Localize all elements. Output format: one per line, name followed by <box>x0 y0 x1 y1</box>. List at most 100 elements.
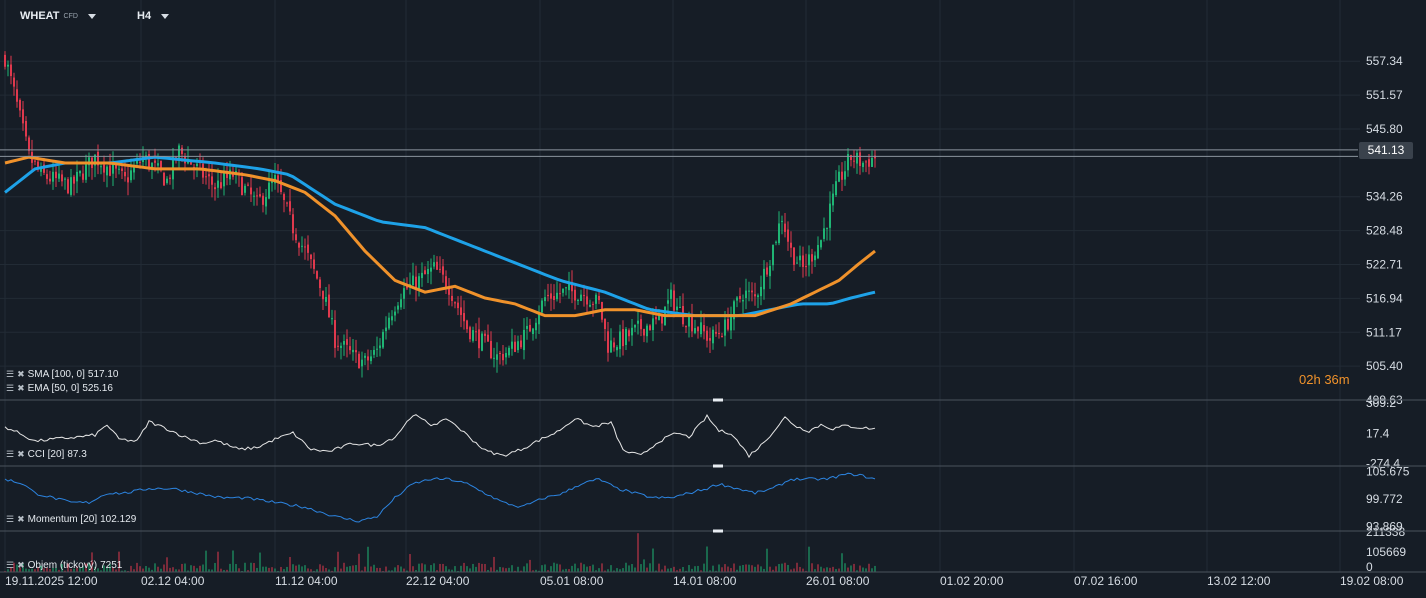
volume-bar <box>91 552 93 572</box>
volume-bar <box>316 569 318 572</box>
volume-bar <box>811 563 813 572</box>
indicator-cci-legend[interactable]: ☰ ✖ CCI [20] 87.3 <box>6 449 87 460</box>
candle-body <box>337 345 339 347</box>
candle-body <box>838 171 840 182</box>
volume-bar <box>847 567 849 572</box>
volume-bar <box>202 564 204 572</box>
volume-bar <box>415 570 417 572</box>
volume-bar <box>259 552 261 572</box>
candle-body <box>817 245 819 259</box>
cci-tick-label: -274.4 <box>1366 456 1400 470</box>
volume-bar <box>70 568 72 572</box>
candle-body <box>730 316 732 331</box>
candle-body <box>484 333 486 336</box>
volume-bar <box>412 566 414 572</box>
volume-bar <box>34 569 36 572</box>
candle-body <box>322 290 324 300</box>
settings-icon[interactable]: ☰ <box>6 514 15 524</box>
volume-bar <box>319 564 321 572</box>
candle-body <box>244 185 246 193</box>
candle-body <box>391 316 393 321</box>
volume-bar <box>301 566 303 572</box>
time-tick-label: 13.02 12:00 <box>1207 574 1271 588</box>
settings-icon[interactable]: ☰ <box>6 383 15 393</box>
candle-body <box>325 296 327 302</box>
candle-body <box>478 329 480 349</box>
candle-body <box>61 174 63 182</box>
countdown-hours-unit: h <box>1313 372 1321 387</box>
volume-bar <box>820 566 822 572</box>
volume-bar <box>796 562 798 572</box>
candle-body <box>298 242 300 248</box>
volume-bar <box>172 567 174 572</box>
volume-bar <box>544 564 546 572</box>
indicator-sma-legend[interactable]: ☰ ✖ SMA [100, 0] 517.10 <box>6 369 118 380</box>
volume-bar <box>709 570 711 572</box>
settings-icon[interactable]: ☰ <box>6 560 15 570</box>
candle-body <box>400 299 402 308</box>
candle-body <box>772 244 774 266</box>
volume-bar <box>40 565 42 572</box>
candle-body <box>493 357 495 359</box>
candle-body <box>43 164 45 173</box>
volume-bar <box>757 564 759 572</box>
candle-body <box>55 171 57 179</box>
indicator-ema-legend[interactable]: ☰ ✖ EMA [50, 0] 525.16 <box>6 383 113 394</box>
volume-bar <box>766 548 768 572</box>
candle-body <box>253 195 255 197</box>
volume-bar <box>16 564 18 572</box>
settings-icon[interactable]: ☰ <box>6 369 15 379</box>
candle-body <box>421 272 423 279</box>
candle-body <box>247 184 249 186</box>
candle-body <box>874 155 876 159</box>
volume-bar <box>787 565 789 572</box>
candle-body <box>628 330 630 337</box>
indicator-momentum-legend[interactable]: ☰ ✖ Momentum [20] 102.129 <box>6 514 136 525</box>
resize-handle <box>713 398 723 402</box>
volume-bar <box>265 566 267 572</box>
volume-bar <box>325 568 327 572</box>
settings-icon[interactable]: ☰ <box>6 449 15 459</box>
volume-tick-label: 0 <box>1366 560 1373 574</box>
volume-bar <box>427 570 429 572</box>
close-icon[interactable]: ✖ <box>17 369 25 379</box>
volume-bar <box>655 570 657 572</box>
ema-label: EMA [50, 0] <box>27 383 80 394</box>
volume-bar <box>520 570 522 572</box>
candle-body <box>250 187 252 195</box>
volume-bar <box>304 565 306 572</box>
volume-bar <box>124 570 126 572</box>
volume-bar <box>139 566 141 572</box>
volume-bar <box>328 569 330 572</box>
close-icon[interactable]: ✖ <box>17 560 25 570</box>
candle-body <box>712 329 714 344</box>
candle-body <box>856 152 858 164</box>
close-icon[interactable]: ✖ <box>17 383 25 393</box>
symbol-selector[interactable]: WHEAT CFD <box>20 10 96 22</box>
candle-body <box>241 177 243 196</box>
candle-body <box>538 314 540 325</box>
candle-body <box>532 328 534 335</box>
volume-bar <box>697 565 699 572</box>
candle-body <box>76 171 78 182</box>
candle-body <box>625 328 627 346</box>
candle-body <box>439 268 441 270</box>
volume-bar <box>385 566 387 572</box>
volume-bar <box>625 562 627 572</box>
timeframe-selector[interactable]: H4 <box>137 10 170 22</box>
candle-body <box>688 317 690 327</box>
cci-panel: 309.2 17.4 -274.4 <box>4 396 1400 470</box>
candle-body <box>121 168 123 172</box>
close-icon[interactable]: ✖ <box>17 514 25 524</box>
time-tick-label: 19.02 08:00 <box>1340 574 1404 588</box>
candle-body <box>763 268 765 290</box>
volume-bar <box>424 564 426 572</box>
close-icon[interactable]: ✖ <box>17 449 25 459</box>
volume-bar <box>85 563 87 572</box>
indicator-volume-legend[interactable]: ☰ ✖ Objem (tickový) 7251 <box>6 560 122 571</box>
candle-body <box>223 172 225 187</box>
candle-body <box>535 322 537 331</box>
volume-bar <box>790 569 792 572</box>
panel-separators[interactable] <box>0 398 1426 573</box>
